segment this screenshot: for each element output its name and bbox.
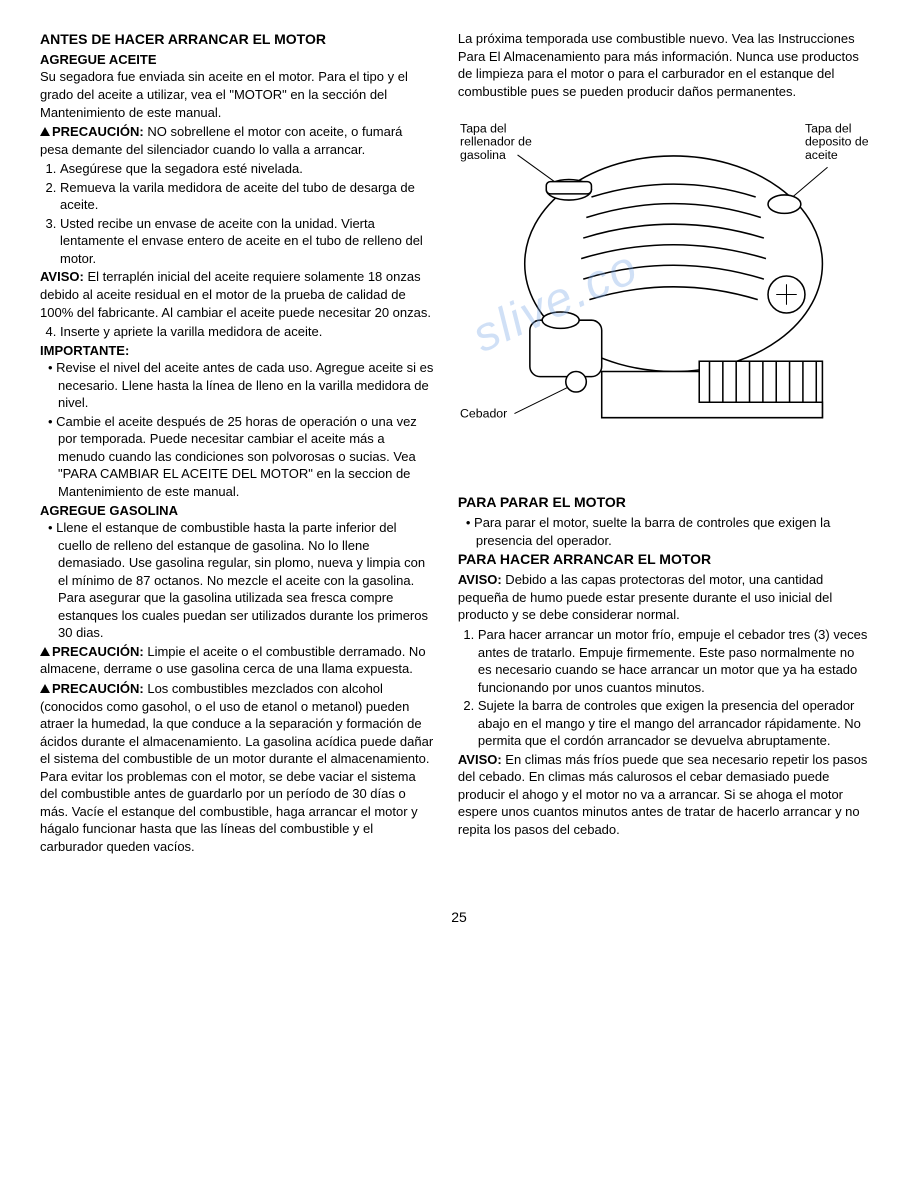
list-item: Inserte y apriete la varilla medidora de…: [60, 323, 434, 341]
stop-engine-title: PARA PARAR EL MOTOR: [458, 493, 869, 512]
caution-label: PRECAUCIÓN:: [52, 681, 144, 696]
main-title: ANTES DE HACER ARRANCAR EL MOTOR: [40, 30, 434, 49]
bullet-list: Para parar el motor, suelte la barra de …: [458, 514, 869, 549]
aviso-label: AVISO:: [40, 269, 84, 284]
fig-label-primer: Cebador: [460, 407, 507, 421]
subheading-add-oil: AGREGUE ACEITE: [40, 51, 434, 69]
list-item: Asegúrese que la segadora esté nivelada.: [60, 160, 434, 178]
aviso-text: El terraplén inicial del aceite requiere…: [40, 269, 431, 319]
list-item: Revise el nivel del aceite antes de cada…: [48, 359, 434, 412]
list-item: Llene el estanque de combustible hasta l…: [48, 519, 434, 642]
list-item: Para hacer arrancar un motor frío, empuj…: [478, 626, 869, 696]
two-column-layout: ANTES DE HACER ARRANCAR EL MOTOR AGREGUE…: [40, 30, 878, 858]
engine-outline: [525, 156, 823, 418]
ordered-list: Para hacer arrancar un motor frío, empuj…: [458, 626, 869, 750]
aviso-line: AVISO: Debido a las capas protectoras de…: [458, 571, 869, 624]
right-column: La próxima temporada use combustible nue…: [458, 30, 869, 858]
body-text: La próxima temporada use combustible nue…: [458, 30, 869, 100]
list-item: Sujete la barra de controles que exigen …: [478, 697, 869, 750]
warning-icon: [40, 647, 50, 656]
body-text: Su segadora fue enviada sin aceite en el…: [40, 68, 434, 121]
list-item: Usted recibe un envase de aceite con la …: [60, 215, 434, 268]
warning-icon: [40, 127, 50, 136]
aviso-line: AVISO: El terraplén inicial del aceite r…: [40, 268, 434, 321]
left-column: ANTES DE HACER ARRANCAR EL MOTOR AGREGUE…: [40, 30, 434, 858]
list-item: Para parar el motor, suelte la barra de …: [466, 514, 869, 549]
bullet-list: Revise el nivel del aceite antes de cada…: [40, 359, 434, 500]
caution-line: PRECAUCIÓN: NO sobrellene el motor con a…: [40, 123, 434, 158]
aviso-line: AVISO: En climas más fríos puede que sea…: [458, 751, 869, 839]
list-item: Remueva la varila medidora de aceite del…: [60, 179, 434, 214]
fig-label-fuel-cap: Tapa delrellenador degasolina: [460, 122, 532, 163]
start-engine-title: PARA HACER ARRANCAR EL MOTOR: [458, 550, 869, 569]
engine-diagram: slive.co Tapa delrellenador degasolina T…: [458, 120, 869, 463]
engine-svg: Tapa delrellenador degasolina Tapa delde…: [458, 120, 869, 459]
fig-label-oil-cap: Tapa deldeposito deaceite: [805, 122, 869, 163]
list-item: Cambie el aceite después de 25 horas de …: [48, 413, 434, 501]
caution-label: PRECAUCIÓN:: [52, 124, 144, 139]
caution-text: Los combustibles mezclados con alcohol (…: [40, 681, 433, 854]
ordered-list: Asegúrese que la segadora esté nivelada.…: [40, 160, 434, 267]
caution-label: PRECAUCIÓN:: [52, 644, 144, 659]
caution-line: PRECAUCIÓN: Los combustibles mezclados c…: [40, 680, 434, 855]
aviso-label: AVISO:: [458, 752, 502, 767]
warning-icon: [40, 684, 50, 693]
aviso-text: Debido a las capas protectoras del motor…: [458, 572, 832, 622]
importante-label: IMPORTANTE:: [40, 342, 434, 360]
caution-line: PRECAUCIÓN: Limpie el aceite o el combus…: [40, 643, 434, 678]
page-number: 25: [40, 908, 878, 927]
aviso-label: AVISO:: [458, 572, 502, 587]
ordered-list-continued: Inserte y apriete la varilla medidora de…: [40, 323, 434, 341]
leader-line: [514, 385, 573, 414]
bullet-list: Llene el estanque de combustible hasta l…: [40, 519, 434, 642]
aviso-text: En climas más fríos puede que sea necesa…: [458, 752, 867, 837]
subheading-add-gas: AGREGUE GASOLINA: [40, 502, 434, 520]
